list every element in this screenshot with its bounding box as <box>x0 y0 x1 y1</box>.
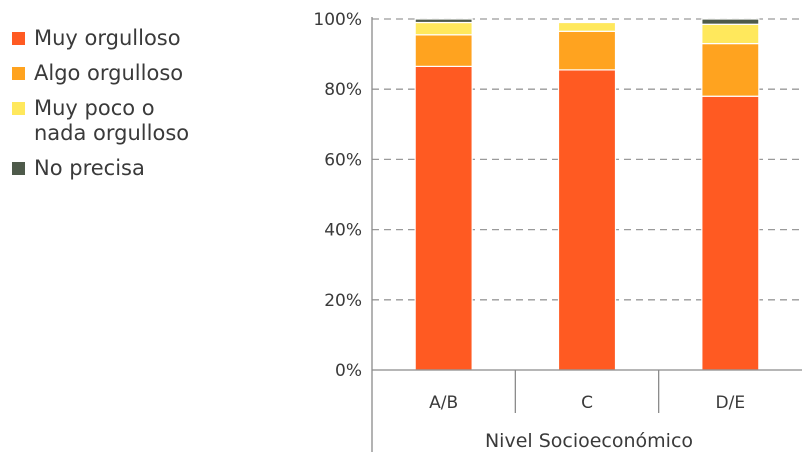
bar-segment-muy-orgulloso <box>557 69 617 371</box>
y-tick-label: 20% <box>324 291 362 311</box>
bar-segment-algo-orgulloso <box>557 30 617 71</box>
legend-swatch <box>12 67 25 80</box>
legend-item-muy-orgulloso: Muy orgulloso <box>12 26 232 51</box>
bar-segment-muy-poco-o-nada-orgulloso <box>414 21 473 36</box>
x-tick-label: D/E <box>716 393 746 413</box>
legend-item-no-precisa: No precisa <box>12 156 232 181</box>
legend-label: Muy orgulloso <box>34 26 181 50</box>
axes: 0% 20% 40% 60% 80% 100% A/B C D/E <box>313 10 802 452</box>
y-tick-label: 60% <box>324 150 362 170</box>
x-tick-label: A/B <box>429 393 458 413</box>
legend-swatch <box>12 162 25 175</box>
y-tick-label: 80% <box>324 80 362 100</box>
y-tick-label: 0% <box>335 361 362 381</box>
bar-segment-algo-orgulloso <box>701 42 760 97</box>
bar-segment-algo-orgulloso <box>414 34 473 67</box>
legend-swatch <box>12 102 25 115</box>
legend-swatch <box>12 32 25 45</box>
bar-segment-no-precisa <box>701 18 760 25</box>
bars <box>414 18 760 371</box>
y-tick-label: 100% <box>313 10 362 30</box>
legend-item-muy-poco-nada-orgulloso: Muy poco o nada orgulloso <box>12 96 232 146</box>
bar-segment-muy-orgulloso <box>414 65 473 371</box>
bar-segment-no-precisa <box>414 18 473 24</box>
legend-label: Algo orgulloso <box>34 61 184 85</box>
legend-label-line-2: nada orgulloso <box>34 121 190 145</box>
x-tick-label: C <box>581 393 593 413</box>
bar-segment-muy-orgulloso <box>701 95 760 371</box>
legend-label-line-1: Muy poco o <box>34 96 155 120</box>
x-axis-title: Nivel Socioeconómico <box>485 430 693 452</box>
legend-item-algo-orgulloso: Algo orgulloso <box>12 61 232 86</box>
legend-label: No precisa <box>34 156 145 180</box>
bar-segment-muy-poco-o-nada-orgulloso <box>557 21 617 32</box>
bar-segment-muy-poco-o-nada-orgulloso <box>701 23 760 45</box>
legend: Muy orgulloso Algo orgulloso Muy poco o … <box>12 26 232 191</box>
y-tick-label: 40% <box>324 221 362 241</box>
